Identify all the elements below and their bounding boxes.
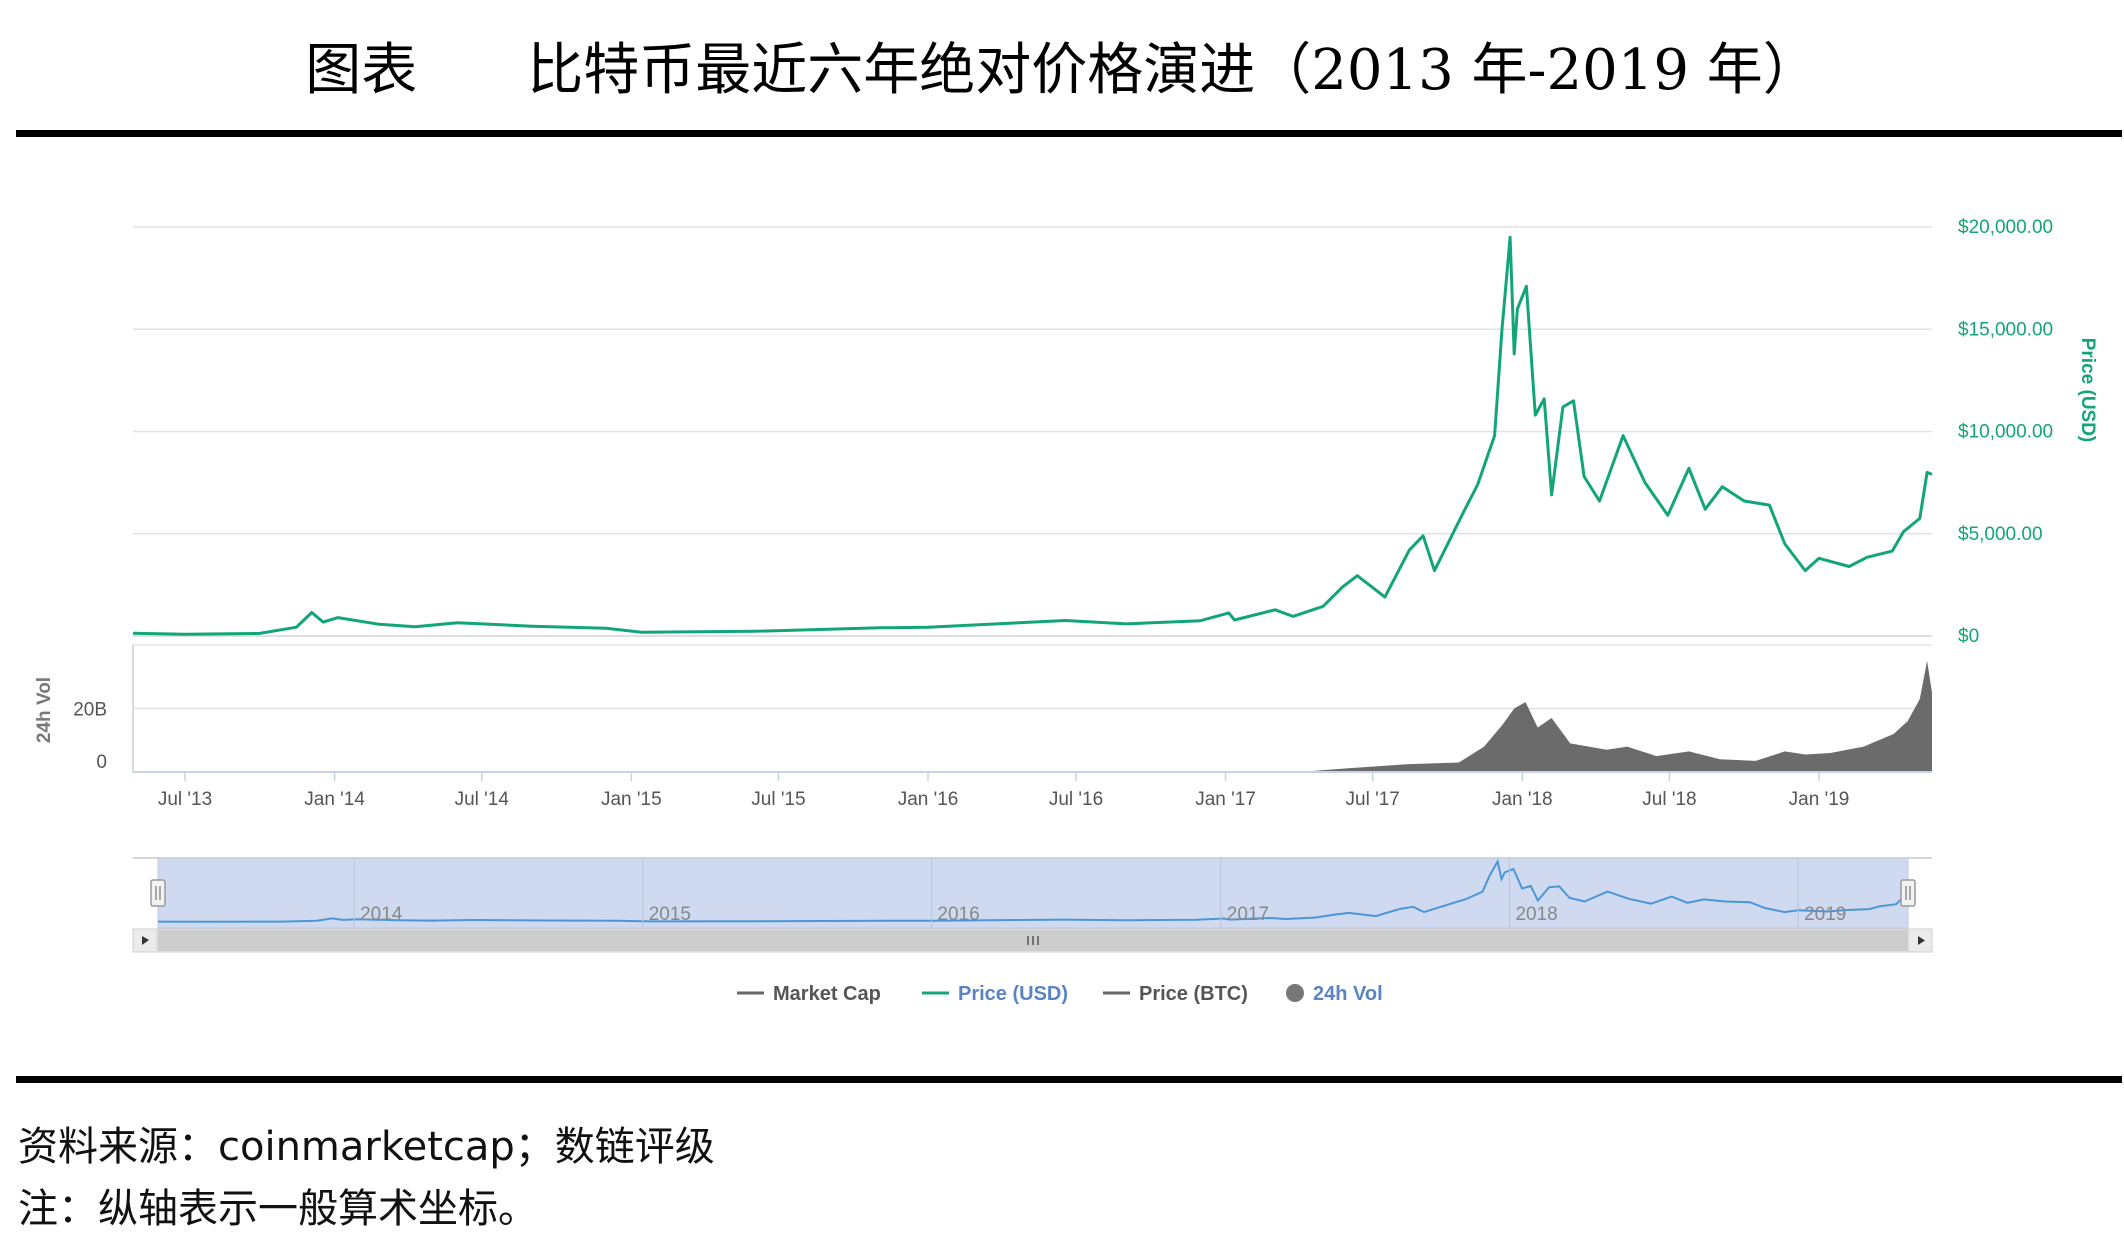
scroll-left-arrow-icon [142,936,149,945]
chart-legend: Market Cap Price (USD) Price (BTC) 24h Vol [737,983,1383,1005]
price-tick-label: $10,000.00 [1958,422,2053,443]
price-usd-series-line [132,235,1933,636]
legend-label: Price (USD) [958,983,1068,1005]
price-tick-label: $20,000.00 [1958,217,2053,238]
legend-item-price-btc[interactable]: Price (BTC) [1103,983,1248,1005]
scroll-right-arrow-icon [1918,936,1925,945]
navigator-year-label: 2014 [360,904,403,925]
legend-label: Market Cap [773,983,881,1005]
navigator-selected-range[interactable] [157,857,1909,929]
x-tick-label: Jan '17 [1195,789,1256,810]
volume-axis-label: 24h Vol [34,677,55,743]
volume-tick-label: 0 [96,752,107,773]
legend-label: Price (BTC) [1139,983,1248,1005]
x-axis: Jul '13 Jan '14 Jul '14 Jan '15 Jul '15 Jan '… [133,771,1932,810]
price-axis-label: Price (USD) [2077,338,2098,443]
top-rule [16,130,2122,137]
price-tick-label: $0 [1958,626,1979,647]
volume-24h-series-area [133,660,1932,772]
price-tick-label: $15,000.00 [1958,319,2053,340]
price-chart: $20,000.00 $15,000.00 $10,000.00 $5,000.00 $… [34,217,2098,1005]
navigator-year-label: 2015 [649,904,691,925]
legend-label: 24h Vol [1313,983,1383,1005]
title-prefix: 图表 [305,38,418,103]
x-tick-label: Jul '16 [1049,789,1103,810]
price-axis-ticks: $20,000.00 $15,000.00 $10,000.00 $5,000.00 $… [1958,217,2053,647]
legend-item-price-usd[interactable]: Price (USD) [922,983,1068,1005]
navigator-right-handle[interactable] [1900,879,1916,907]
x-tick-label: Jan '19 [1789,789,1850,810]
x-tick-label: Jan '18 [1492,789,1553,810]
x-tick-label: Jul '14 [455,789,510,810]
x-tick-label: Jul '13 [158,789,212,810]
navigator-year-label: 2017 [1227,904,1269,925]
source-note: 资料来源：coinmarketcap；数链评级 [18,1124,715,1170]
range-navigator[interactable]: 2014 2015 2016 2017 2018 2019 [132,857,1933,953]
grid-lines [133,226,1932,637]
volume-axis-ticks: 20B 0 [73,700,107,774]
x-tick-label: Jul '15 [751,789,805,810]
x-tick-label: Jan '14 [304,789,365,810]
navigator-left-handle[interactable] [150,879,166,907]
navigator-year-label: 2019 [1804,904,1846,925]
navigator-series-line [157,858,1909,923]
title-main: 比特币最近六年绝对价格演进（2013 年-2019 年） [527,38,1819,103]
price-tick-label: $5,000.00 [1958,524,2043,545]
volume-tick-label: 20B [73,700,107,721]
document-title: 图表 比特币最近六年绝对价格演进（2013 年-2019 年） [0,28,2124,114]
legend-dot-marker [1286,984,1304,1002]
navigator-year-label: 2018 [1515,904,1557,925]
x-tick-label: Jan '16 [898,789,959,810]
navigator-year-label: 2016 [937,904,979,925]
x-tick-label: Jul '18 [1642,789,1696,810]
x-tick-label: Jul '17 [1346,789,1400,810]
x-tick-label: Jan '15 [601,789,662,810]
legend-item-24h-vol[interactable]: 24h Vol [1286,983,1383,1005]
bottom-rule [16,1076,2122,1083]
legend-item-market-cap[interactable]: Market Cap [737,983,881,1005]
axis-note: 注：纵轴表示一般算术坐标。 [18,1186,538,1232]
